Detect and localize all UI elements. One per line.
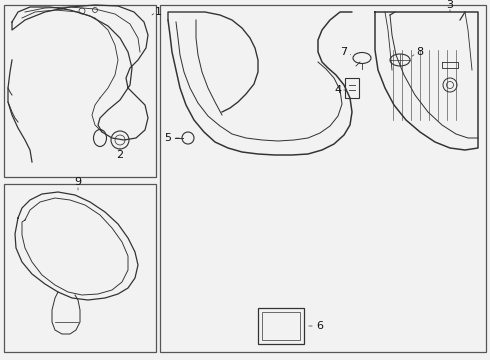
Ellipse shape [390,54,410,66]
Bar [160,5,486,352]
Text: 6: 6 [317,321,323,331]
Bar [262,312,300,340]
Text: 1: 1 [154,7,162,17]
Text: 2: 2 [117,150,123,160]
Text: 5: 5 [165,133,172,143]
Bar [4,184,156,352]
Ellipse shape [353,53,371,63]
Text: 9: 9 [74,177,81,187]
Bar [258,308,304,344]
Bar [345,78,359,98]
Text: 3: 3 [446,0,454,10]
Text: 7: 7 [341,47,347,57]
Text: 8: 8 [416,47,423,57]
Text: 4: 4 [335,85,342,95]
Bar [4,5,156,177]
